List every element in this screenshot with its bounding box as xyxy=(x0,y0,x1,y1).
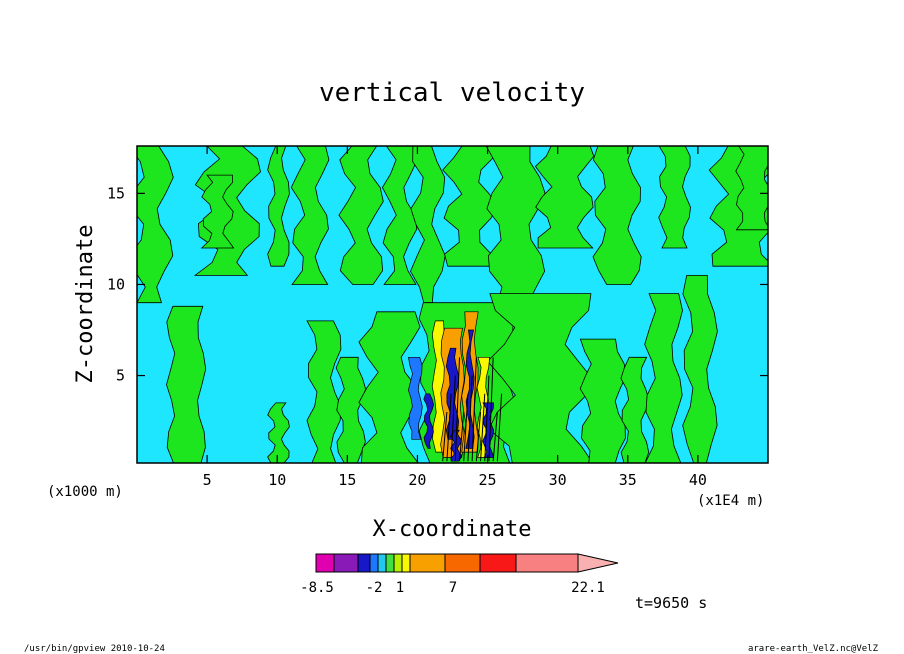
colorbar-label: -8.5 xyxy=(300,580,334,596)
positive-contour-region xyxy=(442,146,498,267)
colorbar-swatch xyxy=(479,553,517,573)
strong-updraft-contour xyxy=(423,393,434,449)
contour-line xyxy=(454,357,461,462)
positive-contour-region xyxy=(338,146,384,285)
positive-contour-region xyxy=(200,174,235,249)
x-tick-label: 10 xyxy=(268,471,286,489)
plot-area xyxy=(137,146,768,463)
colorbar-label: 7 xyxy=(449,580,457,596)
contour-line xyxy=(463,393,469,462)
x-tick-label: 40 xyxy=(689,471,707,489)
contour-line xyxy=(467,375,473,462)
y-tick-label: 10 xyxy=(107,275,125,293)
colorbar-swatch xyxy=(315,553,335,573)
colorbar-labels: -8.5 -2 1 7 22.1 xyxy=(300,580,605,596)
contour-line xyxy=(471,357,477,462)
x-tick-label: 5 xyxy=(203,471,212,489)
positive-contour-region xyxy=(644,293,683,463)
x-tick-label: 35 xyxy=(619,471,637,489)
x-unit-left: (x1000 m) xyxy=(47,484,123,500)
positive-contour-region xyxy=(290,146,330,285)
x-tick-label: 15 xyxy=(338,471,356,489)
x-axis-label: X-coordinate xyxy=(373,517,532,542)
colorbar-swatch xyxy=(515,553,579,573)
positive-contour-region xyxy=(658,146,691,249)
positive-contour-region xyxy=(267,402,290,463)
contour-line xyxy=(484,375,490,462)
colorbar-swatch xyxy=(393,553,403,573)
contour-line xyxy=(480,393,486,462)
plot-frame xyxy=(136,145,769,464)
positive-contour-region xyxy=(620,356,650,463)
y-axis-label: Z-coordinate xyxy=(73,225,98,384)
colorbar-label: 1 xyxy=(396,580,404,596)
x-tick-label: 20 xyxy=(408,471,426,489)
y-tick-label: 5 xyxy=(116,367,125,385)
contour-line xyxy=(442,411,448,462)
colorbar-swatch xyxy=(444,553,481,573)
positive-contour-region xyxy=(381,146,418,285)
contour-line xyxy=(475,411,482,462)
positive-contour-region xyxy=(682,275,718,463)
colorbar xyxy=(315,553,619,573)
colorbar-label: -2 xyxy=(366,580,383,596)
contour-line xyxy=(450,375,456,462)
colorbar-swatch xyxy=(333,553,359,573)
x-tick-label: 25 xyxy=(479,471,497,489)
footer-left: /usr/bin/gpview 2010-10-24 xyxy=(24,644,165,654)
colorbar-label: 22.1 xyxy=(571,580,605,596)
contour-line xyxy=(492,411,498,462)
positive-contour-region xyxy=(579,338,627,463)
contour-line xyxy=(459,411,465,462)
colorbar-swatch xyxy=(385,553,395,573)
colorbar-swatch xyxy=(357,553,371,573)
positive-contour-region xyxy=(335,356,367,463)
footer-right: arare-earth_VelZ.nc@VelZ xyxy=(748,644,879,654)
positive-contour-region xyxy=(306,320,342,463)
time-label: t=9650 s xyxy=(635,594,707,612)
colorbar-swatch xyxy=(369,553,379,573)
colorbar-swatch xyxy=(409,553,446,573)
contour-line xyxy=(446,393,452,462)
positive-contour-region xyxy=(166,305,207,463)
contour-line xyxy=(488,357,494,462)
colorbar-swatch xyxy=(401,553,411,573)
positive-contour-region xyxy=(485,146,546,304)
colorbar-arrow xyxy=(577,553,619,573)
x-tick-label: 30 xyxy=(549,471,567,489)
strong-updraft-contour xyxy=(465,329,475,449)
contour-field xyxy=(137,146,768,463)
y-axis: 5 10 15 xyxy=(107,184,768,385)
contour-line xyxy=(496,393,503,462)
positive-contour-region xyxy=(410,146,446,304)
strong-updraft-contour xyxy=(408,356,423,440)
positive-contour-region xyxy=(267,146,290,267)
y-tick-label: 15 xyxy=(107,184,125,202)
chart-title: vertical velocity xyxy=(319,78,585,108)
positive-contour-region xyxy=(358,311,421,463)
colorbar-swatch xyxy=(377,553,387,573)
x-axis: 5 10 15 20 25 30 35 40 xyxy=(203,146,707,489)
positive-contour-region xyxy=(592,146,642,285)
positive-contour-region xyxy=(487,293,594,463)
positive-contour-region xyxy=(534,146,595,249)
x-unit-right: (x1E4 m) xyxy=(697,493,764,509)
